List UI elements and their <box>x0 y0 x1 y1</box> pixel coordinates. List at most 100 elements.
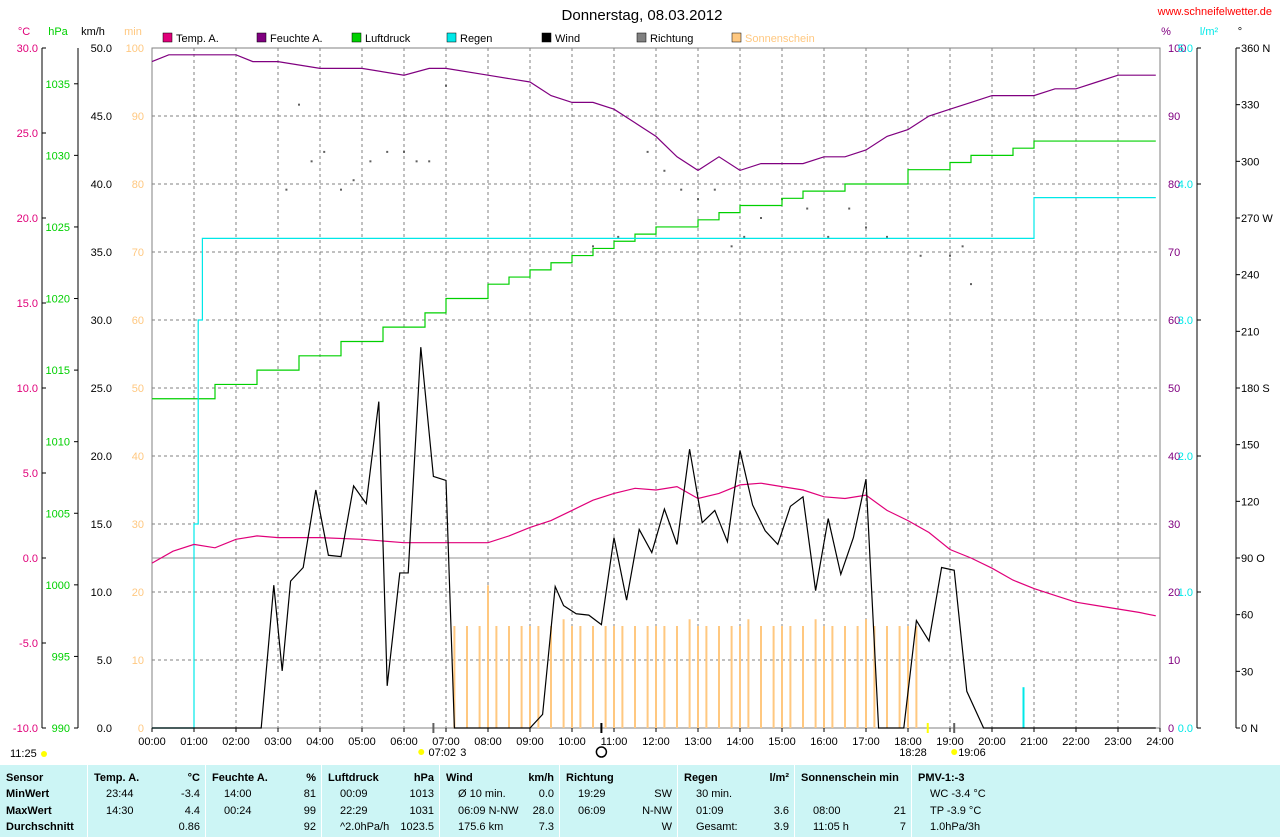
sunrise-suffix: 3 <box>460 747 466 759</box>
tick-time: 03:00 <box>264 736 292 748</box>
footer-cell-label: Temp. A. <box>94 772 140 784</box>
tick-temp: -10.0 <box>13 723 38 735</box>
tick-sun: 50 <box>132 383 144 395</box>
footer-cell-label: 14:30 <box>106 805 134 817</box>
tick-wind: 30.0 <box>91 315 112 327</box>
tick-rain: 3.0 <box>1178 315 1193 327</box>
tick-wind: 45.0 <box>91 111 112 123</box>
footer-cell-label: ^2.0hPa/h <box>340 821 390 833</box>
legend-swatch <box>351 32 362 43</box>
tick-sun: 70 <box>132 247 144 259</box>
legend-label: Feuchte A. <box>270 33 323 45</box>
footer-cell-value: 3.6 <box>773 805 789 817</box>
footer-row: Regen l/m² <box>684 770 789 786</box>
tick-direction: 90 O <box>1241 553 1265 565</box>
tick-wind: 35.0 <box>91 247 112 259</box>
tick-pressure: 1005 <box>46 508 70 520</box>
footer-row: Durchschnitt <box>6 819 82 835</box>
footer-cell-label: Feuchte A. <box>212 772 268 784</box>
footer-cell-value: 81 <box>303 788 316 800</box>
tick-time: 19:00 <box>936 736 964 748</box>
tick-humidity: 40 <box>1168 451 1180 463</box>
noon-circle <box>595 746 608 758</box>
tick-time: 05:00 <box>348 736 376 748</box>
footer-cell-value: 1013 <box>409 788 434 800</box>
tick-pressure: 1010 <box>46 437 70 449</box>
footer-cell-value: 99 <box>303 805 316 817</box>
footer-cell-label: Wind <box>446 772 473 784</box>
legend-swatch <box>636 32 647 43</box>
tick-humidity: 70 <box>1168 247 1180 259</box>
direction-point <box>323 150 326 153</box>
tick-humidity: 0 <box>1168 723 1174 735</box>
direction-point <box>713 188 716 191</box>
direction-point <box>827 235 830 238</box>
sun-icon <box>41 751 47 757</box>
direction-point <box>415 160 418 163</box>
footer-row: 11:05 h 7 <box>801 819 906 835</box>
tick-wind: 40.0 <box>91 179 112 191</box>
tick-time: 12:00 <box>642 736 670 748</box>
footer-row: 14:00 81 <box>212 786 316 802</box>
axis-unit-rain: l/m² <box>1200 26 1219 38</box>
footer-row: Gesamt: 3.9 <box>684 819 789 835</box>
footer-cell-label: 175.6 km <box>458 821 504 833</box>
direction-point <box>760 217 762 219</box>
tick-time: 18:00 <box>894 736 922 748</box>
footer-column: Luftdruck hPa 00:09 1013 22:29 1031 ^2.0hPa/h 1… <box>328 765 434 837</box>
footer-row: 00:24 99 <box>212 803 316 819</box>
tick-temp: 5.0 <box>23 468 38 480</box>
footer-cell-label: Luftdruck <box>328 772 379 784</box>
footer-cell-label: Richtung <box>566 772 614 784</box>
footer-row: 06:09 N-NW <box>566 803 672 819</box>
tick-direction: 330 <box>1241 100 1259 112</box>
footer-cell-label: 01:09 <box>696 805 724 817</box>
footer-cell-value: hPa <box>413 772 434 784</box>
footer-cell-label: 22:29 <box>340 805 368 817</box>
direction-point <box>369 160 372 163</box>
rain-line <box>152 197 1156 729</box>
footer-cell-label: Sensor <box>6 772 44 784</box>
footer-row: Sonnenschein min <box>801 770 906 786</box>
tick-time: 01:00 <box>180 736 208 748</box>
tick-direction: 360 N <box>1241 43 1270 55</box>
sunrise-icon <box>418 749 425 755</box>
tick-humidity: 30 <box>1168 519 1180 531</box>
footer-column: Feuchte A.% 14:00 81 00:24 99 92 <box>212 765 316 837</box>
footer-cell-label: TP -3.9 °C <box>930 805 982 817</box>
direction-point <box>970 283 972 286</box>
tick-pressure: 1025 <box>46 222 70 234</box>
footer-cell-value: -3.4 <box>181 788 200 800</box>
direction-point <box>285 188 288 191</box>
footer-row: 175.6 km 7.3 <box>446 819 554 835</box>
footer-cell-value: 3.9 <box>773 821 789 833</box>
tick-rain: 4.0 <box>1178 179 1193 191</box>
site-link[interactable]: www.schneifelwetter.de <box>1157 6 1272 18</box>
footer-cell-value: 0.86 <box>178 821 200 833</box>
direction-point <box>848 207 851 210</box>
direction-point <box>886 235 888 238</box>
footer-row: 1.0hPa/3h <box>918 819 1016 835</box>
footer-row: 14:30 4.4 <box>94 803 200 819</box>
tick-wind: 5.0 <box>97 655 112 667</box>
tick-time: 09:00 <box>516 736 544 748</box>
direction-point <box>646 150 649 153</box>
direction-point <box>592 245 594 248</box>
axis-unit-sun: min <box>124 26 142 38</box>
footer-cell-value: SW <box>654 788 672 800</box>
direction-point <box>961 245 964 248</box>
axes: °C hPa km/h min% l/m² ° 30.0 25.0 20.0 15.0 10.0 5.… <box>13 26 1273 748</box>
tick-direction: 150 <box>1241 440 1259 452</box>
footer-row: 0.86 <box>94 819 200 835</box>
direction-point <box>865 226 867 229</box>
tick-direction: 270 W <box>1241 213 1273 225</box>
footer-cell-value: 92 <box>303 821 316 833</box>
footer-cell-label: 1.0hPa/3h <box>930 821 981 833</box>
pressure-line <box>152 140 1156 400</box>
tick-wind: 50.0 <box>91 43 112 55</box>
footer-row: Luftdruck hPa <box>328 770 434 786</box>
footer-row: MaxWert <box>6 803 82 819</box>
tick-time: 23:00 <box>1104 736 1132 748</box>
tick-time: 14:00 <box>726 736 754 748</box>
footer-cell-value: 4.4 <box>184 805 200 817</box>
